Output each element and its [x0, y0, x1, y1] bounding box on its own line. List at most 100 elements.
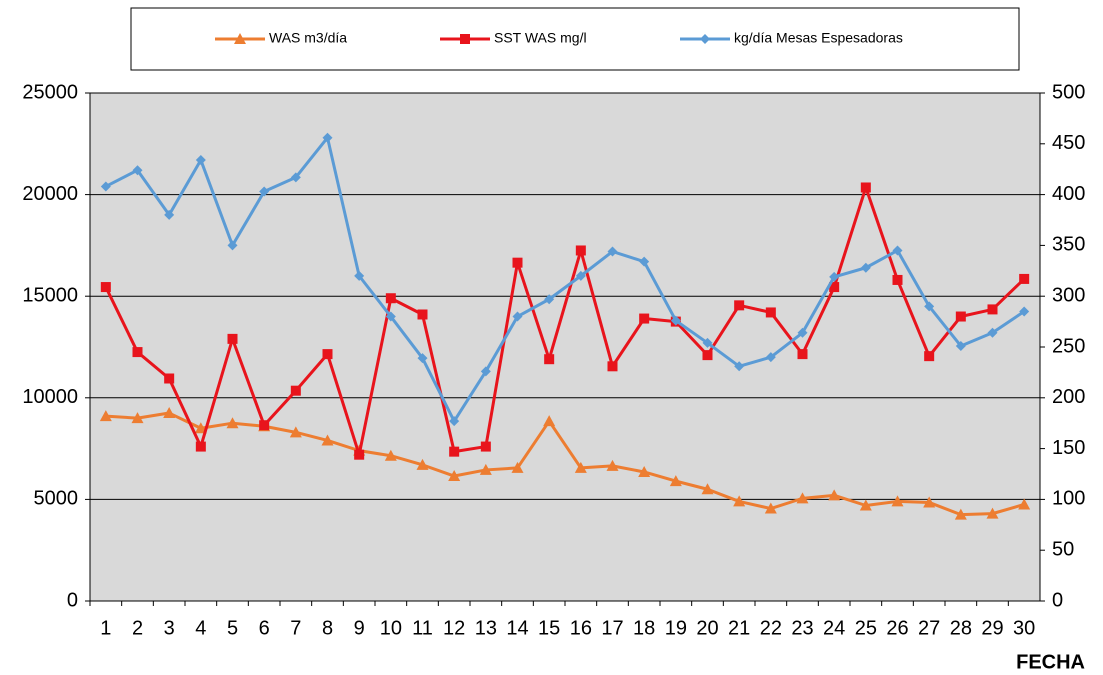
x-tick-label: 11: [412, 617, 433, 639]
data-point: [607, 246, 618, 257]
data-point: [859, 499, 872, 511]
x-tick-label: 17: [601, 617, 623, 639]
data-point: [100, 282, 111, 293]
data-point: [701, 483, 714, 495]
x-tick-label: 30: [1013, 617, 1035, 639]
data-point: [417, 353, 428, 364]
y-tick-label: 20000: [22, 183, 78, 205]
data-point: [227, 333, 238, 344]
x-tick-label: 8: [322, 617, 333, 639]
data-point: [480, 441, 491, 452]
data-point: [987, 304, 998, 315]
y2-tick-label: 150: [1052, 437, 1085, 459]
legend-box: [130, 7, 1020, 71]
data-point: [354, 270, 365, 281]
x-tick-label: 24: [823, 617, 845, 639]
data-point: [796, 492, 809, 504]
y-tick-label: 5000: [34, 488, 79, 510]
data-point: [543, 415, 556, 427]
x-axis-label: FECHA: [1016, 651, 1085, 673]
y2-tick-label: 0: [1052, 589, 1063, 611]
x-tick-label: 20: [696, 617, 718, 639]
legend-marker: [460, 34, 470, 44]
data-point: [764, 502, 777, 514]
data-point: [99, 410, 112, 422]
y2-tick-label: 50: [1052, 538, 1074, 560]
data-point: [480, 366, 491, 377]
y-tick-label: 0: [67, 589, 78, 611]
data-point: [955, 311, 966, 322]
y2-tick-label: 500: [1052, 81, 1085, 103]
data-point: [606, 459, 619, 471]
data-point: [479, 463, 492, 475]
x-tick-label: 29: [981, 617, 1003, 639]
data-point: [575, 245, 586, 256]
data-point: [512, 311, 523, 322]
legend-label: WAS m3/día: [269, 30, 347, 46]
data-point: [765, 352, 776, 363]
data-point: [1018, 498, 1031, 510]
x-tick-label: 4: [195, 617, 206, 639]
data-point: [765, 307, 776, 318]
x-tick-label: 25: [855, 617, 877, 639]
x-tick-label: 12: [443, 617, 465, 639]
data-point: [100, 181, 111, 192]
data-point: [511, 461, 524, 473]
data-point: [384, 449, 397, 461]
data-point: [544, 294, 555, 305]
x-tick-label: 22: [760, 617, 782, 639]
data-point: [385, 311, 396, 322]
data-point: [321, 434, 334, 446]
x-tick-label: 19: [665, 617, 687, 639]
legend-label: SST WAS mg/l: [494, 30, 587, 46]
data-point: [829, 282, 840, 293]
data-point: [734, 300, 745, 311]
data-point: [638, 465, 651, 477]
data-point: [670, 315, 681, 326]
data-point: [702, 337, 713, 348]
data-point: [131, 412, 144, 424]
data-point: [669, 475, 682, 487]
x-tick-label: 5: [227, 617, 238, 639]
data-point: [132, 347, 143, 358]
y-tick-label: 10000: [22, 386, 78, 408]
data-point: [290, 385, 301, 396]
y2-tick-label: 100: [1052, 488, 1085, 510]
data-point: [891, 495, 904, 507]
x-tick-label: 10: [380, 617, 402, 639]
data-point: [1019, 306, 1030, 317]
data-point: [860, 182, 871, 193]
data-point: [924, 301, 935, 312]
data-point: [544, 354, 555, 365]
y2-tick-label: 300: [1052, 284, 1085, 306]
x-tick-label: 9: [354, 617, 365, 639]
data-point: [733, 495, 746, 507]
plot-area: [90, 93, 1040, 601]
data-point: [954, 508, 967, 520]
y2-tick-label: 250: [1052, 335, 1085, 357]
x-tick-label: 26: [886, 617, 908, 639]
x-tick-label: 2: [132, 617, 143, 639]
data-point: [892, 245, 903, 256]
data-point: [607, 361, 618, 372]
x-tick-label: 15: [538, 617, 560, 639]
data-point: [892, 274, 903, 285]
data-point: [1019, 273, 1030, 284]
data-point: [132, 165, 143, 176]
data-point: [290, 172, 301, 183]
x-tick-label: 23: [791, 617, 813, 639]
data-point: [227, 240, 238, 251]
data-point: [164, 209, 175, 220]
data-point: [987, 327, 998, 338]
data-point: [194, 422, 207, 434]
legend-marker: [234, 33, 246, 44]
data-point: [416, 458, 429, 470]
x-tick-label: 18: [633, 617, 655, 639]
y2-tick-label: 450: [1052, 132, 1085, 154]
data-point: [195, 155, 206, 166]
data-point: [734, 361, 745, 372]
data-point: [354, 449, 365, 460]
data-point: [923, 496, 936, 508]
x-tick-label: 7: [290, 617, 301, 639]
